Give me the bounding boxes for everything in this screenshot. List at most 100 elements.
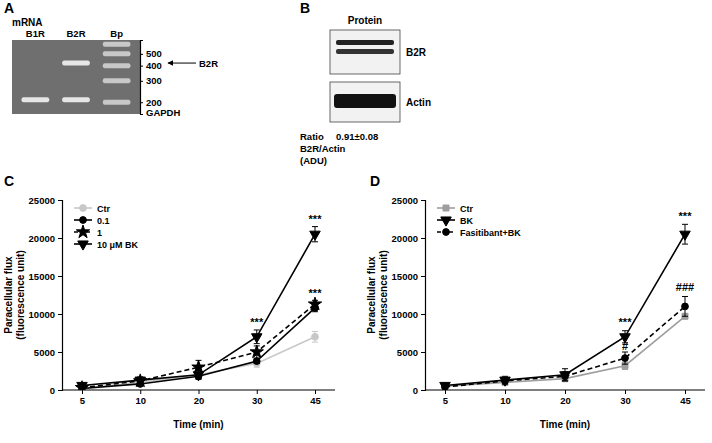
- tick: 0: [50, 385, 62, 396]
- tick-label: 20: [560, 395, 571, 406]
- tick: 20000: [29, 233, 62, 244]
- axis: 0500010000150002000025000: [392, 195, 426, 396]
- tick-label: 25000: [392, 195, 418, 206]
- tick-label: 0: [413, 385, 418, 396]
- row-label: Actin: [406, 97, 431, 108]
- tick-mark: [140, 390, 141, 394]
- blot-box: [330, 82, 400, 122]
- lane-label: B1R: [26, 28, 45, 39]
- annotation: (ADU): [300, 155, 327, 166]
- series-line: [445, 316, 685, 386]
- tick: 15000: [392, 271, 425, 282]
- tick-mark: [58, 314, 62, 315]
- annotation: ***: [619, 316, 633, 328]
- marker: [253, 358, 260, 365]
- tick: 5: [443, 390, 449, 406]
- tick-mark: [565, 390, 566, 394]
- legend-marker: [76, 225, 89, 238]
- series-line: [82, 234, 315, 385]
- legend-entry: 0.1: [74, 216, 110, 226]
- tick: 400: [140, 60, 162, 71]
- legend-label: Ctr: [97, 204, 110, 214]
- tick: 15000: [29, 271, 62, 282]
- tick-label: 20: [194, 395, 205, 406]
- legend-marker: [443, 229, 450, 236]
- tick: 10000: [392, 309, 425, 320]
- tick-label: 5000: [34, 347, 55, 358]
- panel-line-chart: C0500010000150002000025000510203045Parac…: [3, 173, 335, 430]
- tick-mark: [58, 276, 62, 277]
- tick-mark: [58, 238, 62, 239]
- band: [103, 78, 131, 83]
- tick-mark: [257, 390, 258, 394]
- band: [62, 61, 90, 66]
- legend-entry: Ctr: [437, 204, 473, 214]
- marker: [312, 333, 319, 340]
- legend-entry: Fasitibant+BK: [437, 228, 521, 238]
- tick-mark: [199, 390, 200, 394]
- tick: 20: [194, 390, 205, 406]
- row-label: B2R: [406, 47, 427, 58]
- tick-mark: [140, 81, 143, 82]
- annotation: B2R: [199, 58, 218, 69]
- panel-label: D: [370, 173, 380, 189]
- legend-label: 10 μM BK: [97, 240, 139, 250]
- tick-mark: [421, 314, 425, 315]
- legend-entry: 10 μM BK: [74, 240, 139, 251]
- tick-label: 30: [620, 395, 631, 406]
- error-bar: [312, 331, 318, 342]
- axis: 0500010000150002000025000: [29, 195, 63, 396]
- tick-label: 15000: [29, 271, 55, 282]
- axis-title: Time (min): [173, 419, 223, 430]
- tick: 5: [80, 390, 86, 406]
- series-line: [82, 308, 315, 389]
- legend-label: BK: [460, 216, 473, 226]
- error-bar: [682, 297, 688, 317]
- error-bar: [502, 378, 508, 384]
- marker: [250, 345, 263, 358]
- annotation: 0.91±0.08: [336, 131, 378, 142]
- tick-label: 400: [146, 60, 162, 71]
- tick: 10: [135, 390, 146, 406]
- tick: 30: [252, 390, 263, 406]
- series-line: [445, 306, 685, 387]
- tick-mark: [421, 352, 425, 353]
- marker: [502, 377, 509, 384]
- axis-title: Paracellular flux(fluorescence unit): [3, 250, 26, 339]
- annotation: ***: [309, 287, 323, 299]
- tick-label: 30: [252, 395, 263, 406]
- tick-label: 10: [500, 395, 511, 406]
- annotation: B2R/Actin: [300, 143, 346, 154]
- error-bar: [622, 352, 628, 364]
- tick-label: 500: [146, 48, 162, 59]
- annotation: GAPDH: [146, 107, 180, 118]
- marker: [500, 377, 511, 386]
- tick-label: 5: [443, 395, 449, 406]
- panel-blot: BProteinB2RActinRatio0.91±0.08B2R/Actin(…: [300, 0, 431, 166]
- tick-label: 5: [80, 395, 86, 406]
- marker: [440, 382, 451, 390]
- tick: 300: [140, 75, 162, 86]
- bands: [22, 42, 131, 105]
- tick-label: 300: [146, 75, 162, 86]
- panel-label: B: [300, 0, 310, 16]
- legend-marker: [441, 217, 452, 226]
- axis-title: Time (min): [540, 419, 590, 430]
- band: [62, 97, 90, 102]
- legend-label: 1: [97, 228, 102, 238]
- axis-title: Paracellular flux(fluorescence unit): [366, 250, 389, 339]
- tick: 5000: [34, 347, 62, 358]
- legend-entry: BK: [437, 216, 473, 227]
- marker: [251, 334, 262, 343]
- title: mRNA: [12, 17, 43, 28]
- tick-mark: [140, 54, 143, 55]
- tick: 45: [680, 390, 691, 406]
- error-bar: [502, 376, 508, 384]
- tick: 30: [620, 390, 631, 406]
- tick-label: 5000: [397, 347, 418, 358]
- tick-mark: [315, 390, 316, 394]
- tick: 500: [140, 48, 162, 59]
- axis-line: [141, 41, 144, 115]
- tick-label: 10000: [392, 309, 418, 320]
- tick-mark: [58, 200, 62, 201]
